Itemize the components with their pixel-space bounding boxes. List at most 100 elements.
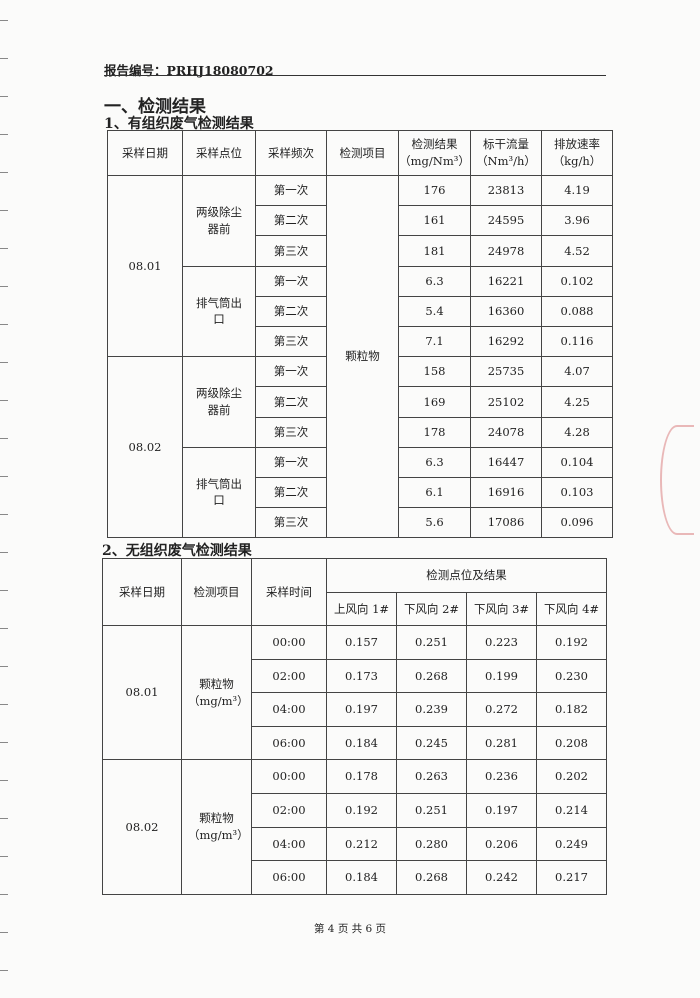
binding-mark (0, 590, 8, 591)
table-cell: 6.3 (398, 446, 471, 478)
table-cell: 0.173 (326, 658, 397, 694)
point-cell: 排气筒出口 (182, 446, 256, 539)
binding-mark (0, 856, 8, 857)
column-header: 标干流量（Nm³/h） (470, 130, 542, 176)
table-cell: 0.268 (396, 658, 467, 694)
table-cell: 0.202 (536, 759, 607, 794)
section-title: 一、检测结果 (104, 97, 206, 117)
item-cell: 颗粒物（mg/m³） (181, 624, 252, 761)
table-cell: 0.239 (396, 692, 467, 727)
table-cell: 0.197 (326, 692, 397, 727)
header-row: 采样日期 采样点位 采样频次 检测项目 检测结果（mg/Nm³） 标干流量（Nm³/h）排… (107, 130, 613, 176)
table-cell: 第二次 (255, 295, 327, 327)
table-row: 02:00 0.192 0.251 0.197 0.214 (103, 792, 607, 828)
binding-mark (0, 134, 8, 135)
table-cell: 第三次 (255, 325, 327, 358)
binding-mark (0, 324, 8, 325)
point-cell: 两级除尘器前 (182, 356, 256, 448)
binding-mark (0, 666, 8, 667)
binding-mark (0, 438, 8, 439)
table2-title: 2、无组织废气检测结果 (102, 543, 252, 559)
binding-mark (0, 362, 8, 363)
table-cell: 0.206 (466, 826, 537, 862)
table-cell: 6.1 (398, 476, 471, 509)
table-cell: 0.268 (396, 860, 467, 895)
binding-mark (0, 20, 8, 21)
table-cell: 0.217 (536, 860, 607, 895)
table-row: 排气筒出口 第一次 6.3 16221 0.102 (108, 265, 613, 358)
table-cell: 第二次 (255, 476, 327, 509)
table-row: 第二次 169 25102 4.25 (108, 386, 613, 418)
binding-mark (0, 514, 8, 515)
table-cell: 24595 (470, 205, 542, 237)
table-row: 08.02 颗粒物（mg/m³） 00:00 0.178 0.263 0.236 0.202 (102, 759, 607, 895)
table-cell: 0.230 (536, 658, 607, 694)
table-cell: 0.182 (536, 692, 607, 727)
table-cell: 0.088 (541, 295, 613, 327)
table-cell: 176 (398, 174, 471, 207)
table-cell: 第三次 (255, 416, 327, 448)
table-cell: 0.212 (326, 826, 397, 862)
table-cell: 0.223 (466, 625, 537, 660)
header-row: 采样日期 检测项目 采样时间 检测点位及结果 (102, 558, 607, 626)
table-cell: 0.192 (536, 625, 607, 660)
column-header: 采样点位 (182, 130, 256, 176)
report-number: 报告编号：PRHJ18080702 (104, 63, 274, 78)
binding-mark (0, 476, 8, 477)
table-cell: 0.192 (326, 792, 397, 828)
table-cell: 0.096 (541, 507, 613, 539)
column-header: 采样日期 (107, 130, 183, 176)
table-cell: 第三次 (255, 507, 327, 539)
point-header: 下风向 2# (396, 592, 467, 626)
table-row: 第三次 7.1 16292 0.116 (108, 325, 613, 358)
table-cell: 16916 (470, 476, 542, 509)
page-footer: 第 4 页 共 6 页 (313, 923, 387, 935)
table-cell: 00:00 (251, 625, 327, 660)
table-cell: 04:00 (251, 692, 327, 727)
table-cell: 0.102 (541, 265, 613, 297)
table-cell: 02:00 (251, 658, 327, 694)
date-cell: 08.02 (102, 759, 182, 895)
binding-mark (0, 400, 8, 401)
table-cell: 0.184 (326, 725, 397, 761)
table-cell: 0.157 (326, 625, 397, 660)
table-cell: 16360 (470, 295, 542, 327)
table-cell: 181 (398, 235, 471, 267)
table-row: 04:00 0.212 0.280 0.206 0.249 (103, 826, 607, 862)
table-cell: 第一次 (255, 265, 327, 297)
header-rule (104, 75, 606, 76)
table-cell: 178 (398, 416, 471, 448)
table-row: 第三次 181 24978 4.52 (108, 235, 613, 267)
table-cell: 4.07 (541, 356, 613, 388)
table-cell: 7.1 (398, 325, 471, 358)
table-cell: 169 (398, 386, 471, 418)
column-header: 采样日期 (102, 558, 182, 626)
table-cell: 0.251 (396, 792, 467, 828)
table-row: 第三次 178 24078 4.28 (108, 416, 613, 448)
table-cell: 0.272 (466, 692, 537, 727)
table-row: 08.01 两级除尘器前 第一次 颗粒物 176 23813 4.19 (107, 174, 613, 539)
table-cell: 161 (398, 205, 471, 237)
table-cell: 24978 (470, 235, 542, 267)
table-cell: 0.281 (466, 725, 537, 761)
point-header: 下风向 4# (536, 592, 607, 626)
table-cell: 6.3 (398, 265, 471, 297)
table-cell: 5.4 (398, 295, 471, 327)
table-cell: 0.197 (466, 792, 537, 828)
table-cell: 0.263 (396, 759, 467, 794)
official-stamp (660, 425, 694, 535)
binding-mark (0, 248, 8, 249)
table-cell: 0.178 (326, 759, 397, 794)
table-cell: 17086 (470, 507, 542, 539)
column-header: 检测结果（mg/Nm³） (398, 130, 471, 176)
header-row: 上风向 1# 下风向 2# 下风向 3# 下风向 4# (103, 592, 607, 626)
table-row: 第二次 5.4 16360 0.088 (108, 295, 613, 327)
binding-mark (0, 970, 8, 971)
table-cell: 23813 (470, 174, 542, 207)
point-header: 下风向 3# (466, 592, 537, 626)
binding-mark (0, 894, 8, 895)
column-header: 采样时间 (251, 558, 327, 626)
binding-mark (0, 932, 8, 933)
table-cell: 0.199 (466, 658, 537, 694)
table-cell: 5.6 (398, 507, 471, 539)
